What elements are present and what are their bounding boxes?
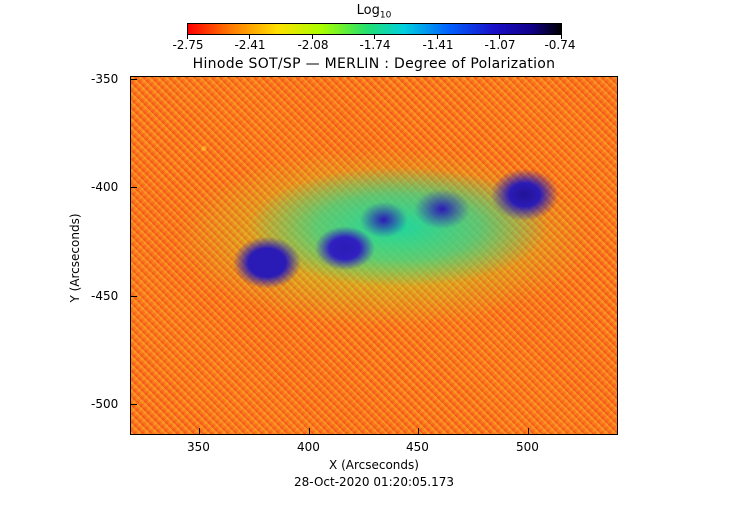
x-tick-label: 450: [406, 440, 429, 454]
polarization-map-image: [130, 76, 618, 435]
colorbar-tick-label: -1.07: [484, 38, 516, 52]
colorbar-tick-label: -2.08: [297, 38, 329, 52]
colorbar-tick: [561, 35, 562, 39]
x-tick-label: 350: [187, 440, 210, 454]
timestamp: 28-Oct-2020 01:20:05.173: [294, 475, 454, 489]
x-tick-label: 400: [297, 440, 320, 454]
y-axis-label: Y (Arcseconds): [68, 213, 82, 303]
x-axis-label: X (Arcseconds): [329, 458, 419, 472]
y-tick: [130, 404, 137, 405]
y-tick: [130, 79, 137, 80]
colorbar-tick: [312, 35, 313, 39]
y-tick: [130, 187, 137, 188]
colorbar-tick: [437, 35, 438, 39]
colorbar-tick-label: -0.74: [544, 38, 576, 52]
colorbar-tick: [249, 35, 250, 39]
colorbar-tick-label: -1.74: [359, 38, 391, 52]
colorbar-tick-label: -2.75: [172, 38, 204, 52]
y-tick-label: -450: [91, 289, 119, 303]
colorbar-tick: [374, 35, 375, 39]
x-tick: [528, 428, 529, 435]
x-tick: [418, 428, 419, 435]
x-tick-label: 500: [516, 440, 539, 454]
y-tick: [130, 296, 137, 297]
y-tick-label: -400: [91, 180, 119, 194]
colorbar-tick: [187, 35, 188, 39]
colorbar-tick-label: -2.41: [234, 38, 266, 52]
y-tick-label: -350: [91, 72, 119, 86]
plot-title: Hinode SOT/SP — MERLIN : Degree of Polar…: [192, 56, 556, 72]
colorbar-title: Log10: [356, 3, 392, 21]
colorbar-tick: [499, 35, 500, 39]
x-tick: [309, 428, 310, 435]
x-tick: [199, 428, 200, 435]
y-tick-label: -500: [91, 397, 119, 411]
colorbar-tick-label: -1.41: [422, 38, 454, 52]
colorbar: [187, 23, 562, 35]
